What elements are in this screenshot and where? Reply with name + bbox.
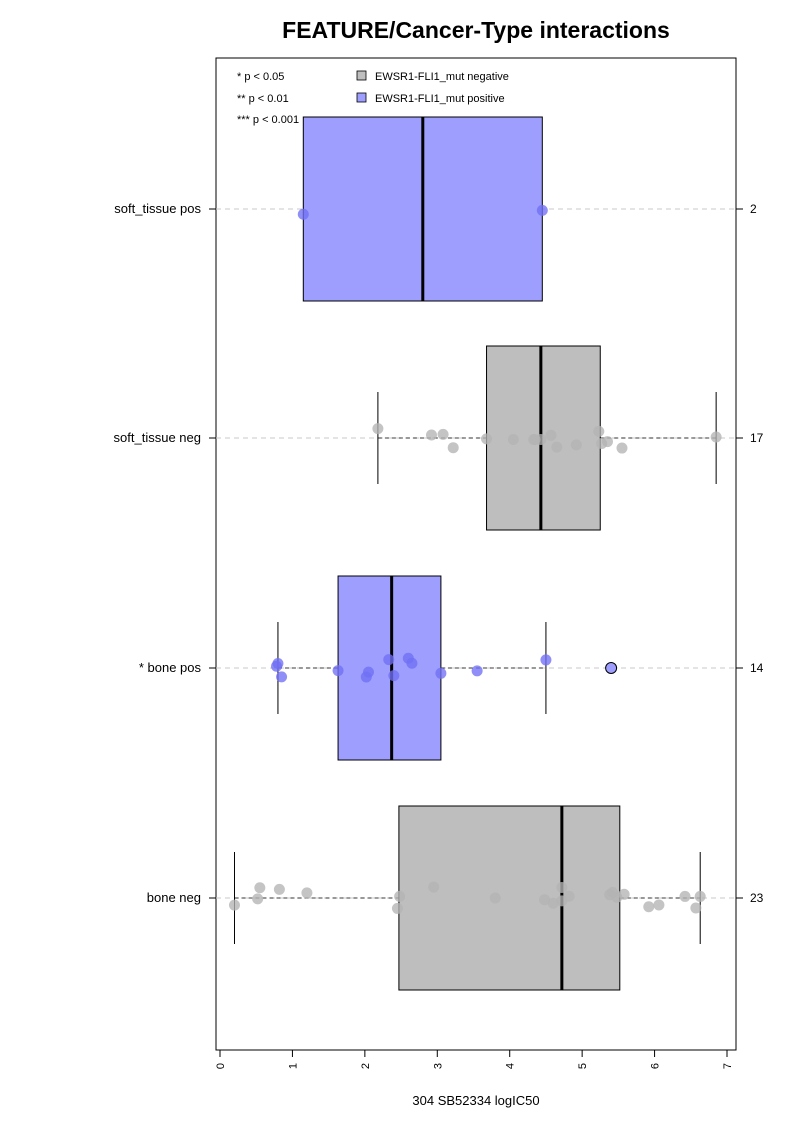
outlier-point-2-0: [605, 662, 618, 674]
data-point-1-16: [710, 431, 722, 443]
data-point-2-6: [383, 654, 395, 666]
data-point-1-5: [507, 434, 519, 446]
category-label-2: * bone pos: [139, 660, 202, 675]
data-point-3-20: [679, 890, 691, 902]
data-point-1-10: [551, 441, 563, 453]
data-point-1-9: [545, 429, 557, 441]
legend-swatch-positive: [356, 92, 367, 103]
legend-swatch-negative: [356, 70, 367, 81]
grid-layer: [216, 208, 736, 899]
category-label-3: bone neg: [147, 890, 201, 905]
data-point-2-1: [272, 658, 284, 670]
box-2: [337, 575, 442, 761]
data-point-1-4: [481, 433, 493, 445]
data-point-3-18: [643, 901, 655, 913]
data-point-3-4: [301, 887, 313, 899]
x-axis: 0 1 2 3 4 5 6 7: [215, 1049, 734, 1069]
legend-label-negative: EWSR1-FLI1_mut negative: [375, 71, 509, 83]
data-point-2-9: [406, 657, 418, 669]
data-point-3-22: [694, 890, 706, 902]
boxes-layer: [233, 116, 717, 991]
data-point-3-5: [391, 902, 403, 914]
data-point-1-12: [593, 425, 605, 437]
x-tick-label-5: 5: [577, 1063, 589, 1069]
x-tick-label-6: 6: [650, 1063, 662, 1069]
category-label-0: soft_tissue pos: [114, 201, 201, 216]
color-legend: EWSR1-FLI1_mut negative EWSR1-FLI1_mut p…: [356, 70, 509, 105]
x-axis-label: 304 SB52334 logIC50: [412, 1093, 539, 1108]
data-point-2-10: [435, 667, 447, 679]
data-point-1-14: [601, 436, 613, 448]
x-tick-label-2: 2: [360, 1063, 372, 1069]
data-point-3-19: [653, 899, 665, 911]
data-point-3-8: [489, 892, 501, 904]
data-point-1-11: [570, 439, 582, 451]
data-point-3-21: [690, 902, 702, 914]
x-tick-label-7: 7: [722, 1063, 734, 1069]
data-point-3-12: [556, 881, 568, 893]
x-tick-label-3: 3: [432, 1063, 444, 1069]
box-3: [398, 805, 621, 991]
data-point-0-0: [297, 208, 309, 220]
data-point-2-3: [332, 665, 344, 677]
data-point-1-8: [535, 434, 547, 446]
data-point-0-1: [536, 204, 548, 216]
data-point-1-2: [437, 428, 449, 440]
data-point-3-2: [254, 882, 266, 894]
count-label-2: 14: [750, 661, 764, 675]
data-point-3-10: [547, 897, 559, 909]
data-point-3-0: [228, 899, 240, 911]
category-label-1: soft_tissue neg: [114, 430, 201, 445]
data-point-3-13: [563, 890, 575, 902]
x-tick-label-0: 0: [215, 1063, 227, 1069]
data-point-3-3: [273, 883, 285, 895]
chart-title: FEATURE/Cancer-Type interactions: [282, 17, 670, 43]
significance-legend: * p < 0.05 ** p < 0.01 *** p < 0.001: [237, 71, 299, 126]
x-tick-label-1: 1: [287, 1063, 299, 1069]
data-point-1-0: [372, 423, 384, 435]
significance-legend-3: *** p < 0.001: [237, 114, 299, 126]
data-point-1-15: [616, 442, 628, 454]
data-point-3-7: [428, 881, 440, 893]
data-point-2-7: [388, 670, 400, 682]
data-point-2-2: [276, 671, 288, 683]
labels-layer: soft_tissue pos 2 soft_tissue neg 17 * bone …: [114, 201, 764, 905]
count-label-3: 23: [750, 891, 764, 905]
count-label-1: 17: [750, 431, 764, 445]
data-point-3-1: [252, 893, 264, 905]
data-point-1-3: [447, 442, 459, 454]
data-point-3-17: [618, 888, 630, 900]
data-point-2-11: [471, 665, 483, 677]
significance-legend-2: ** p < 0.01: [237, 93, 289, 105]
data-point-1-1: [425, 429, 437, 441]
count-label-0: 2: [750, 202, 757, 216]
x-tick-label-4: 4: [505, 1063, 517, 1069]
data-point-2-5: [362, 666, 374, 678]
significance-legend-1: * p < 0.05: [237, 71, 284, 83]
data-point-3-9: [538, 894, 550, 906]
data-point-2-12: [540, 654, 552, 666]
legend-label-positive: EWSR1-FLI1_mut positive: [375, 93, 505, 105]
points-layer: [228, 204, 722, 914]
data-point-3-6: [394, 890, 406, 902]
